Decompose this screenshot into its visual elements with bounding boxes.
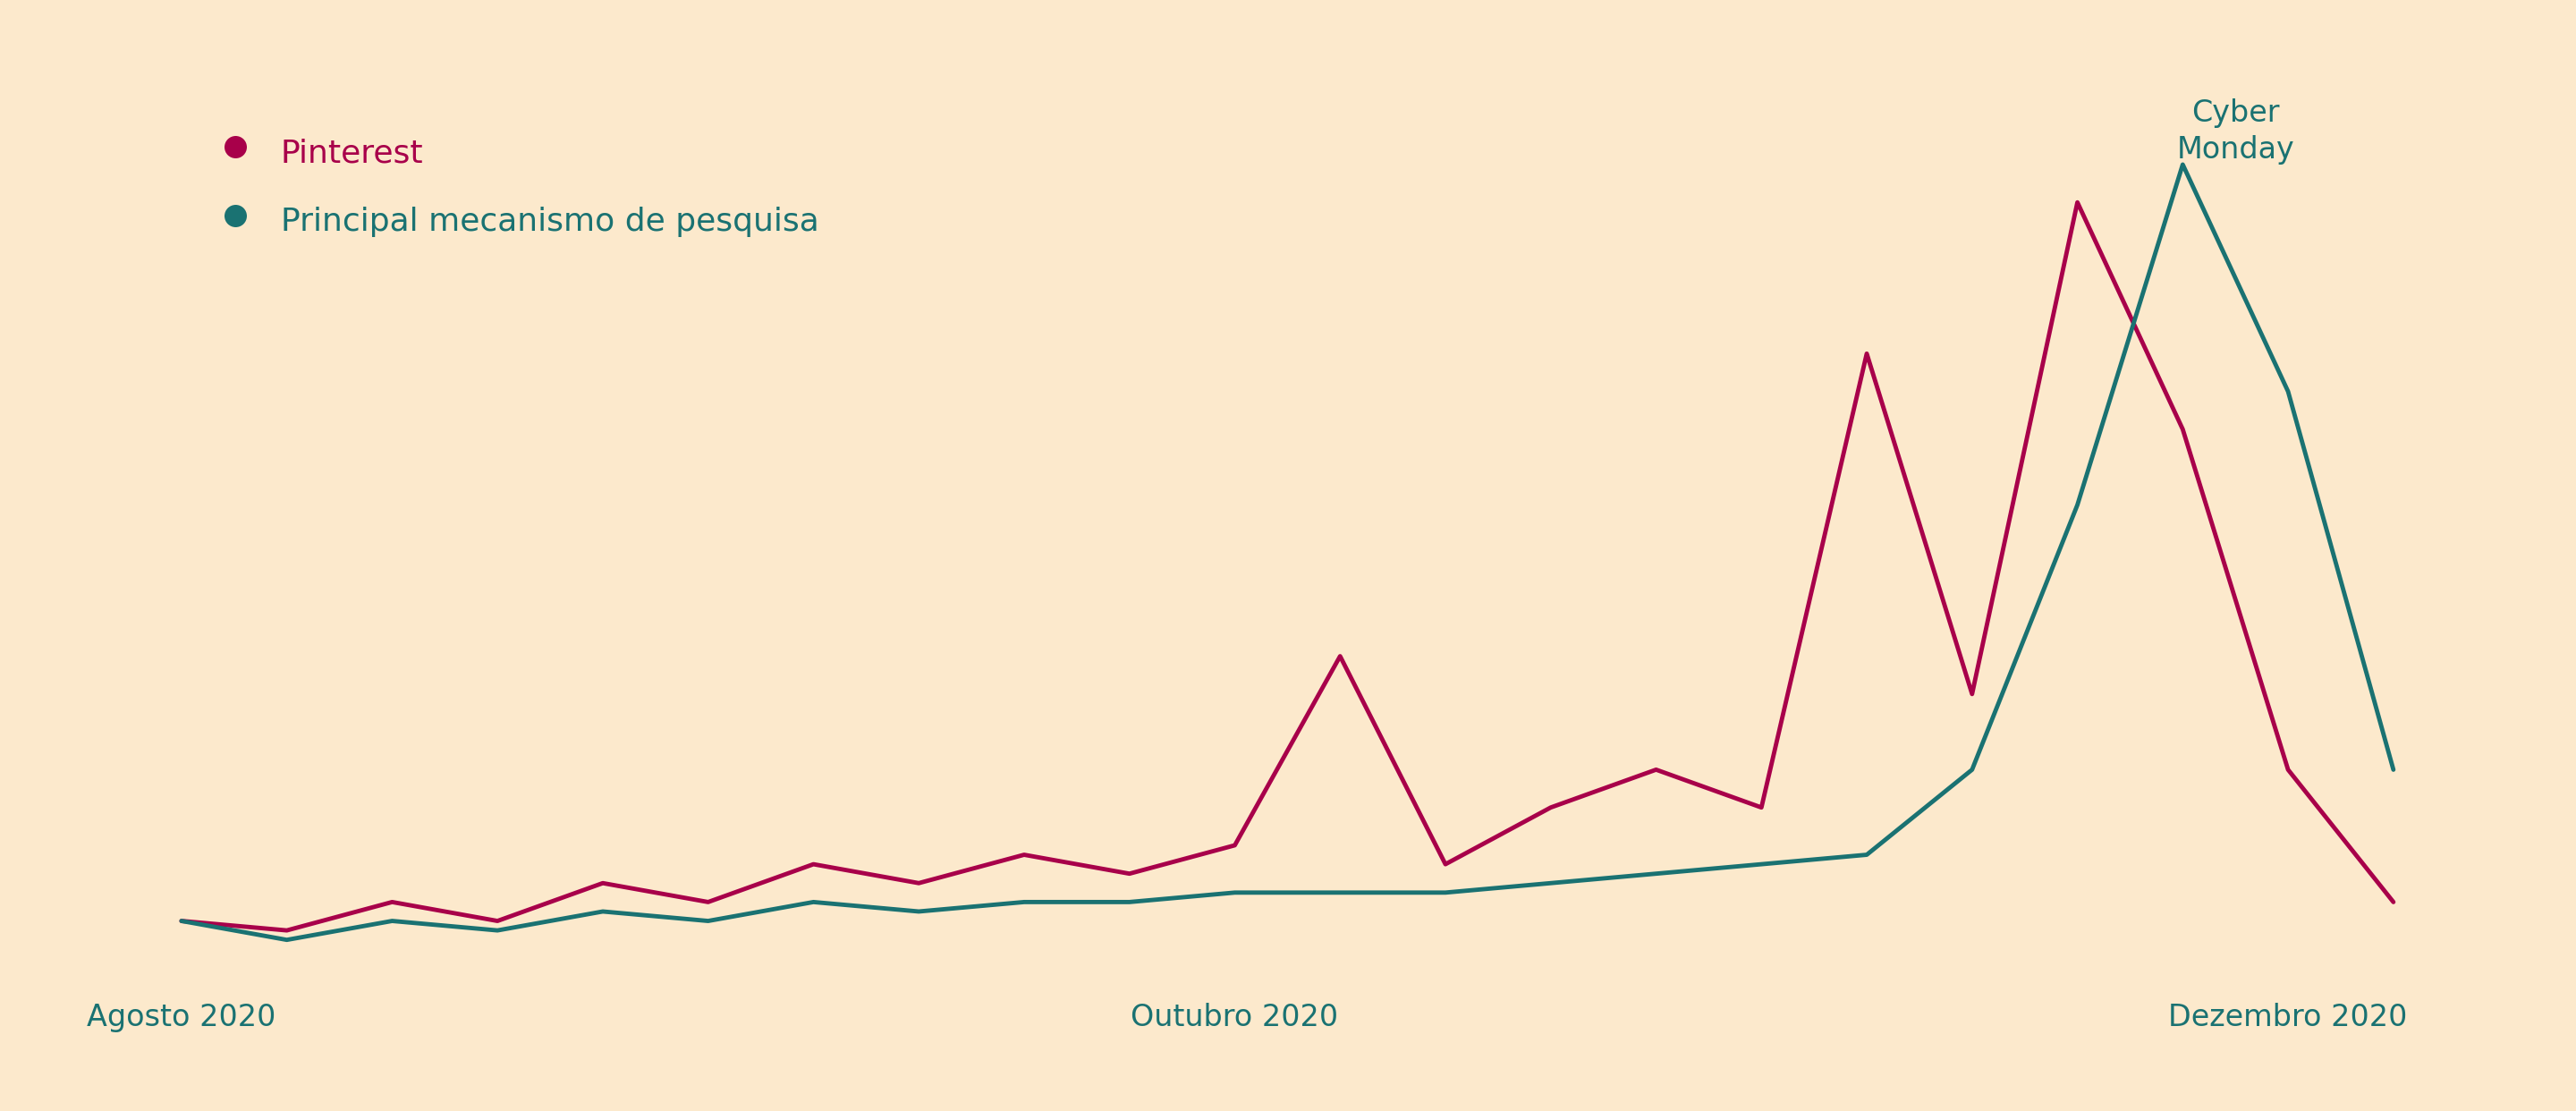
Legend: Pinterest, Principal mecanismo de pesquisa: Pinterest, Principal mecanismo de pesqui… bbox=[216, 132, 819, 240]
Text: Cyber
Monday: Cyber Monday bbox=[2177, 99, 2295, 164]
